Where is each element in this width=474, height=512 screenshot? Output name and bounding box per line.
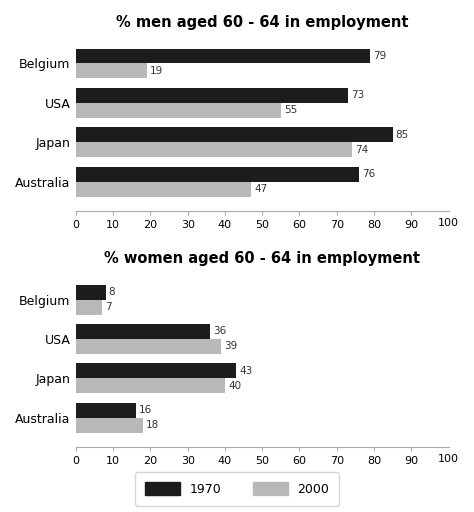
Bar [76, 418, 143, 433]
Text: 47: 47 [254, 184, 267, 194]
Bar [76, 339, 221, 354]
Bar [76, 285, 106, 300]
Bar [76, 103, 281, 118]
Bar [76, 88, 348, 103]
Text: 7: 7 [105, 302, 111, 312]
Text: 79: 79 [373, 51, 386, 61]
Bar [76, 63, 147, 78]
Legend: 1970, 2000: 1970, 2000 [135, 472, 339, 506]
Bar [76, 142, 352, 157]
Bar [76, 324, 210, 339]
Text: 73: 73 [351, 91, 364, 100]
Text: 74: 74 [355, 145, 368, 155]
Title: % men aged 60 - 64 in employment: % men aged 60 - 64 in employment [116, 15, 409, 30]
Text: 55: 55 [284, 105, 297, 115]
Text: 36: 36 [213, 327, 226, 336]
Text: 40: 40 [228, 381, 241, 391]
Text: 85: 85 [396, 130, 409, 140]
Bar [76, 167, 359, 182]
Bar [76, 49, 370, 63]
Text: 43: 43 [239, 366, 252, 376]
Bar [76, 127, 392, 142]
Bar [76, 300, 102, 314]
Text: 16: 16 [138, 405, 152, 415]
Text: 19: 19 [150, 66, 163, 76]
Text: 18: 18 [146, 420, 159, 430]
Bar [76, 378, 225, 393]
Text: 8: 8 [109, 287, 115, 297]
Text: 100: 100 [438, 218, 459, 228]
Text: 76: 76 [362, 169, 375, 179]
Bar [76, 182, 251, 197]
Text: 100: 100 [438, 454, 459, 464]
Bar [76, 364, 236, 378]
Text: 39: 39 [224, 342, 237, 351]
Title: % women aged 60 - 64 in employment: % women aged 60 - 64 in employment [104, 251, 420, 266]
Bar [76, 403, 136, 418]
